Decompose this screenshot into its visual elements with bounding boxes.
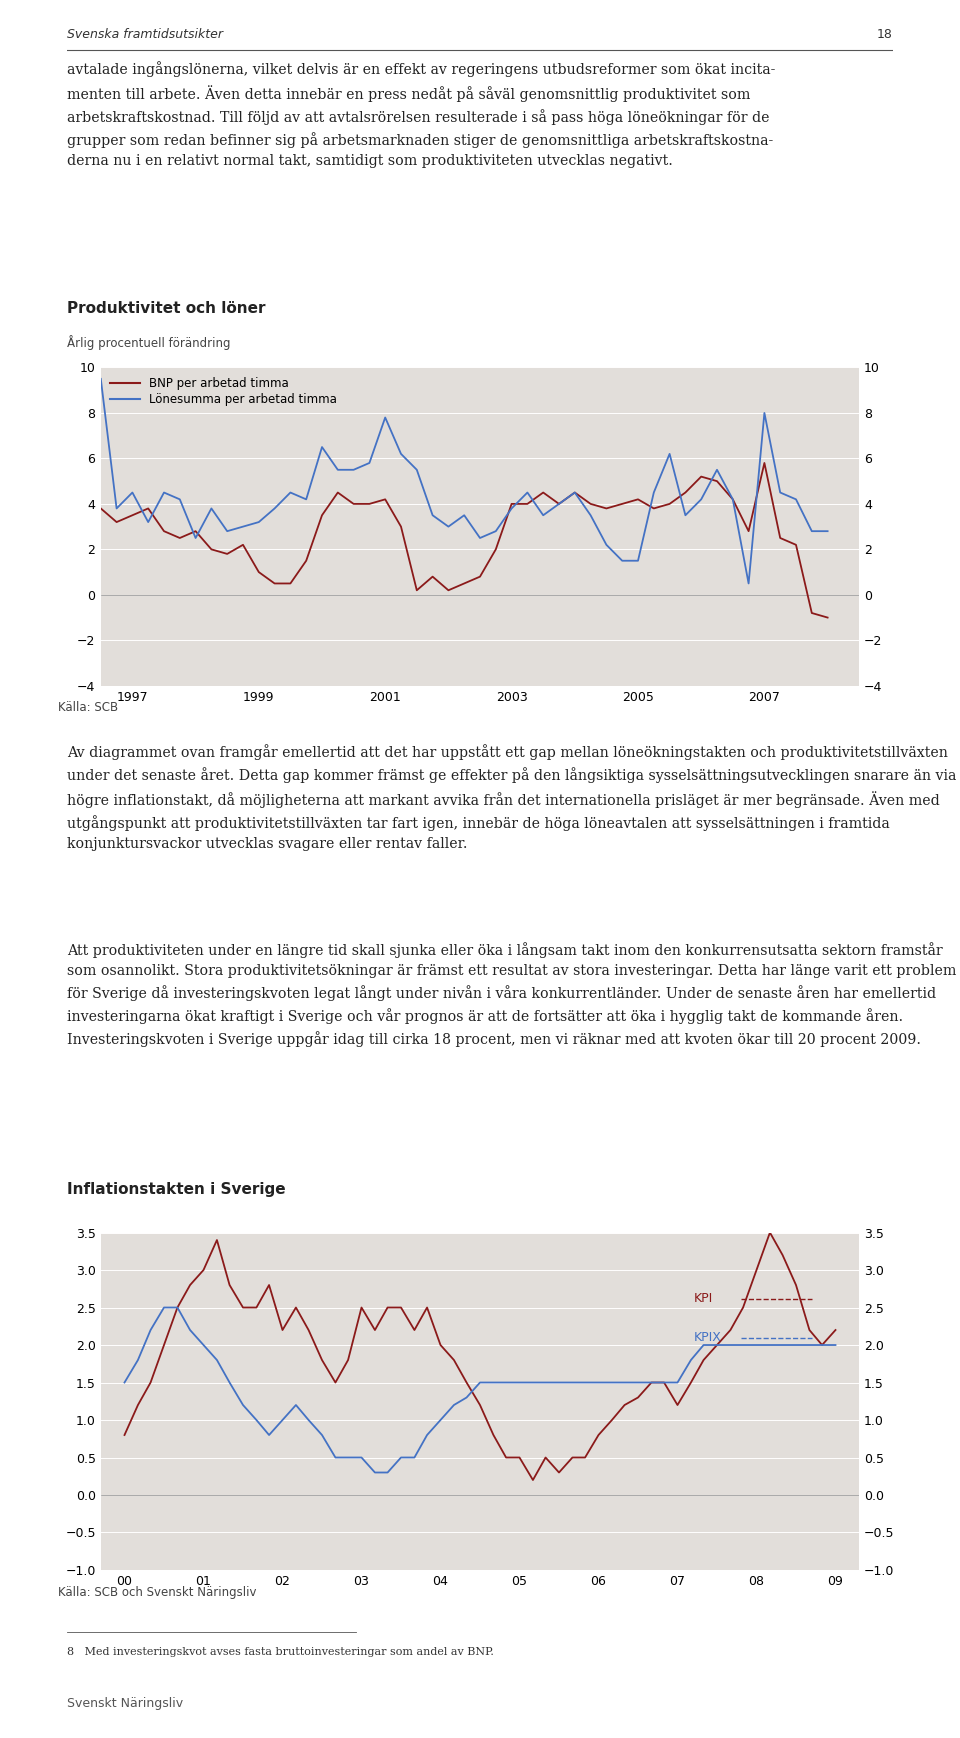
Text: avtalade ingångslönerna, vilket delvis är en effekt av regeringens utbudsreforme: avtalade ingångslönerna, vilket delvis ä… xyxy=(67,61,776,169)
Text: KPI: KPI xyxy=(693,1291,712,1305)
Text: Svenska framtidsutsikter: Svenska framtidsutsikter xyxy=(67,28,223,42)
Text: Av diagrammet ovan framgår emellertid att det har uppstått ett gap mellan löneök: Av diagrammet ovan framgår emellertid at… xyxy=(67,744,956,850)
Text: Att produktiviteten under en längre tid skall sjunka eller öka i långsam takt in: Att produktiviteten under en längre tid … xyxy=(67,942,956,1046)
Text: Inflationstakten i Sverige: Inflationstakten i Sverige xyxy=(67,1182,286,1197)
Text: 18: 18 xyxy=(876,28,893,42)
Text: Källa: SCB: Källa: SCB xyxy=(58,702,118,714)
Legend: BNP per arbetad timma, Lönesumma per arbetad timma: BNP per arbetad timma, Lönesumma per arb… xyxy=(107,374,341,410)
Text: Källa: SCB och Svenskt Näringsliv: Källa: SCB och Svenskt Näringsliv xyxy=(58,1585,256,1599)
Text: Produktivitet och löner: Produktivitet och löner xyxy=(67,301,266,316)
Text: Svenskt Näringsliv: Svenskt Näringsliv xyxy=(67,1696,183,1710)
Text: KPIX: KPIX xyxy=(693,1331,721,1343)
Text: Årlig procentuell förändring: Årlig procentuell förändring xyxy=(67,335,230,349)
Text: 8   Med investeringskvot avses fasta bruttoinvesteringar som andel av BNP.: 8 Med investeringskvot avses fasta brutt… xyxy=(67,1646,494,1656)
